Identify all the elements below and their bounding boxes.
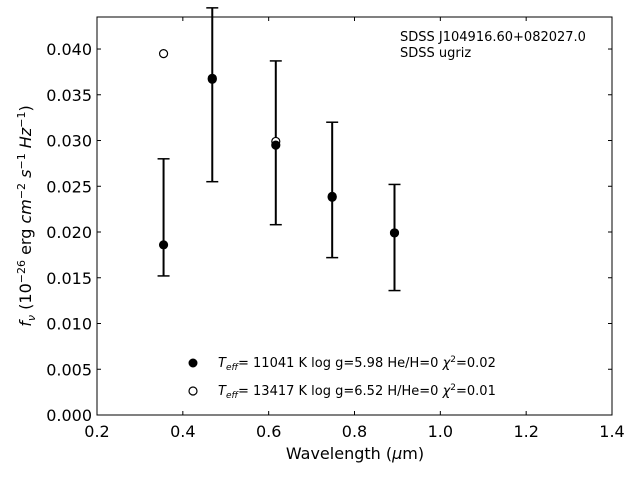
point-filled (327, 192, 337, 202)
y-axis-label: fν (10−26 erg cm−2 s−1 Hz−1) (15, 105, 38, 326)
legend: Teff= 11041 K log g=5.98 He/H=0 χ2=0.02 … (188, 355, 496, 401)
x-tick-label: 1.0 (428, 422, 453, 441)
point-filled (158, 240, 169, 250)
y-tick-label: 0.035 (46, 86, 92, 105)
x-tick-label: 0.4 (170, 422, 195, 441)
annotation-line-1: SDSS J104916.60+082027.0 (400, 30, 586, 45)
x-axis-ticks: 0.2 0.4 0.6 0.8 1.0 1.2 1.4 (84, 17, 625, 441)
y-tick-label: 0.005 (46, 360, 92, 379)
legend-entry-2: Teff= 13417 K log g=6.52 H/He=0 χ2=0.01 (218, 383, 496, 401)
x-axis-label: Wavelength (μm) (286, 444, 424, 463)
point-filled (271, 140, 281, 150)
point-open (158, 48, 169, 59)
annotation-line-2: SDSS ugriz (400, 46, 471, 61)
y-tick-label: 0.010 (46, 315, 92, 334)
legend-marker-filled (188, 358, 198, 368)
point-filled (207, 74, 217, 84)
point-filled (389, 228, 400, 238)
y-tick-label: 0.025 (46, 177, 92, 196)
y-tick-label: 0.015 (46, 269, 92, 288)
error-bars (157, 7, 401, 292)
y-tick-label: 0.000 (46, 406, 92, 425)
x-tick-label: 1.2 (513, 422, 538, 441)
x-tick-label: 1.4 (599, 422, 624, 441)
legend-marker-open (188, 386, 198, 396)
data-points (158, 48, 400, 250)
x-tick-label: 0.8 (342, 422, 367, 441)
y-tick-label: 0.040 (46, 40, 92, 59)
y-tick-label: 0.020 (46, 223, 92, 242)
y-axis-ticks: 0.000 0.005 0.010 0.015 0.020 0.025 0.030 0.035… (46, 40, 612, 425)
legend-entry-1: Teff= 11041 K log g=5.98 He/H=0 χ2=0.02 (218, 355, 496, 373)
x-tick-label: 0.2 (84, 422, 109, 441)
x-tick-label: 0.6 (256, 422, 281, 441)
y-tick-label: 0.030 (46, 132, 92, 151)
